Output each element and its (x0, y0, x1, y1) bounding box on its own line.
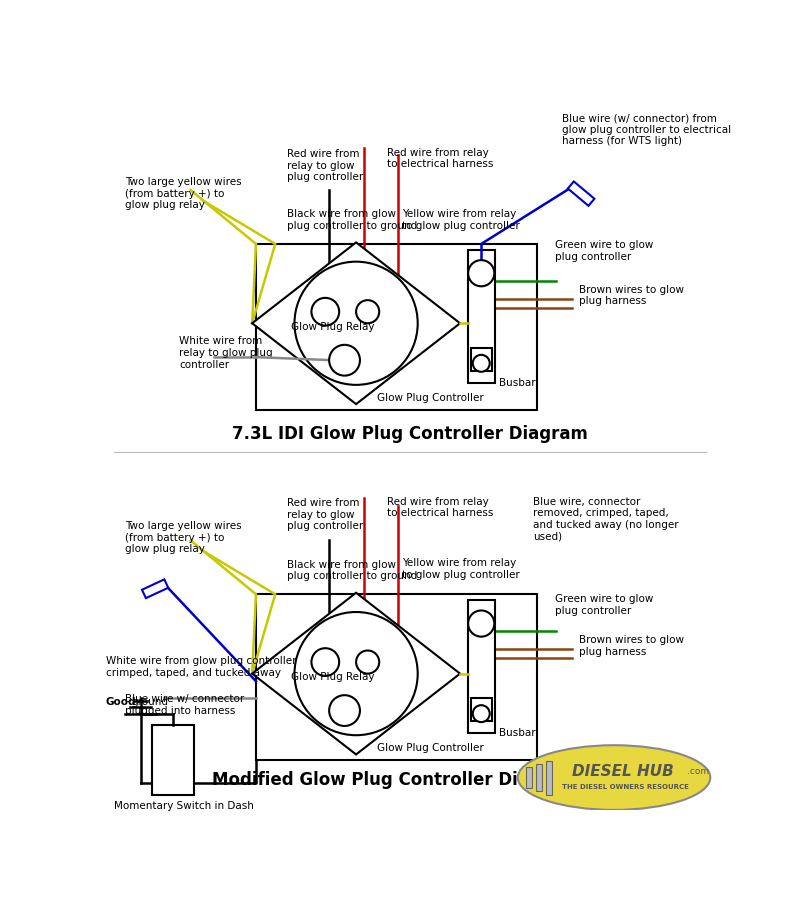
Bar (526, 767, 533, 788)
Text: DIESEL HUB: DIESEL HUB (573, 763, 674, 779)
Text: Blue wire w/ connector
plugged into harness: Blue wire w/ connector plugged into harn… (125, 694, 244, 716)
Bar (142, 580, 168, 598)
Bar (256, 244, 537, 410)
Text: Busbar: Busbar (498, 378, 535, 388)
Text: Good: Good (106, 697, 136, 707)
Circle shape (356, 300, 379, 323)
Text: Yellow wire from relay
to glow plug controller: Yellow wire from relay to glow plug cont… (402, 558, 520, 580)
Text: Glow Plug Relay: Glow Plug Relay (291, 322, 374, 332)
Text: Blue wire (w/ connector) from
glow plug controller to electrical
harness (for WT: Blue wire (w/ connector) from glow plug … (562, 113, 731, 147)
Text: Momentary Switch in Dash: Momentary Switch in Dash (114, 801, 254, 811)
Text: Busbar: Busbar (498, 728, 535, 738)
Circle shape (294, 262, 418, 385)
Circle shape (329, 695, 360, 726)
Text: Yellow wire from relay
to glow plug controller: Yellow wire from relay to glow plug cont… (402, 209, 520, 231)
Circle shape (294, 612, 418, 735)
Text: Red wire from relay
to electrical harness: Red wire from relay to electrical harnes… (387, 147, 494, 169)
Circle shape (356, 651, 379, 673)
Text: Red wire from
relay to glow
plug controller: Red wire from relay to glow plug control… (287, 498, 363, 531)
Circle shape (468, 611, 494, 637)
Text: Modified Glow Plug Controller Diagram: Modified Glow Plug Controller Diagram (212, 772, 578, 789)
Text: Glow Plug Controller: Glow Plug Controller (377, 393, 484, 403)
Text: Red wire from relay
to electrical harness: Red wire from relay to electrical harnes… (387, 497, 494, 518)
Bar (152, 725, 194, 794)
Text: Blue wire, connector
removed, crimped, taped,
and tucked away (no longer
used): Blue wire, connector removed, crimped, t… (534, 497, 679, 541)
Text: Black wire from glow
plug controller to ground: Black wire from glow plug controller to … (287, 209, 417, 231)
Polygon shape (252, 242, 460, 404)
Circle shape (473, 355, 490, 372)
Text: Green wire to glow
plug controller: Green wire to glow plug controller (554, 240, 653, 262)
Text: Brown wires to glow
plug harness: Brown wires to glow plug harness (579, 285, 685, 307)
Text: ground: ground (131, 697, 168, 707)
Text: White wire from
relay to glow plug
controller: White wire from relay to glow plug contr… (179, 337, 273, 369)
Bar (468, 250, 494, 382)
Circle shape (311, 648, 339, 676)
Bar (471, 348, 492, 371)
Circle shape (311, 298, 339, 326)
Text: THE DIESEL OWNERS RESOURCE: THE DIESEL OWNERS RESOURCE (562, 784, 689, 790)
Circle shape (468, 260, 494, 287)
Text: Two large yellow wires
(from battery +) to
glow plug relay: Two large yellow wires (from battery +) … (125, 177, 242, 210)
Bar (535, 763, 542, 792)
Bar (468, 601, 494, 733)
Ellipse shape (518, 745, 710, 810)
Circle shape (329, 345, 360, 376)
Text: Red wire from
relay to glow
plug controller: Red wire from relay to glow plug control… (287, 149, 363, 182)
Polygon shape (252, 592, 460, 754)
Text: Brown wires to glow
plug harness: Brown wires to glow plug harness (579, 635, 685, 657)
Text: Green wire to glow
plug controller: Green wire to glow plug controller (554, 594, 653, 616)
Text: 7.3L IDI Glow Plug Controller Diagram: 7.3L IDI Glow Plug Controller Diagram (232, 425, 588, 443)
Bar (568, 181, 594, 206)
Text: Glow Plug Controller: Glow Plug Controller (377, 743, 484, 753)
Circle shape (473, 705, 490, 723)
Text: .com: .com (687, 767, 710, 776)
Text: Black wire from glow
plug controller to ground: Black wire from glow plug controller to … (287, 560, 417, 581)
Text: White wire from glow plug controller,
crimped, taped, and tucked away: White wire from glow plug controller, cr… (106, 656, 300, 678)
Text: Two large yellow wires
(from battery +) to
glow plug relay: Two large yellow wires (from battery +) … (125, 521, 242, 554)
Bar (546, 761, 553, 794)
Text: Glow Plug Relay: Glow Plug Relay (291, 672, 374, 682)
Bar (471, 698, 492, 722)
Bar (256, 594, 537, 760)
